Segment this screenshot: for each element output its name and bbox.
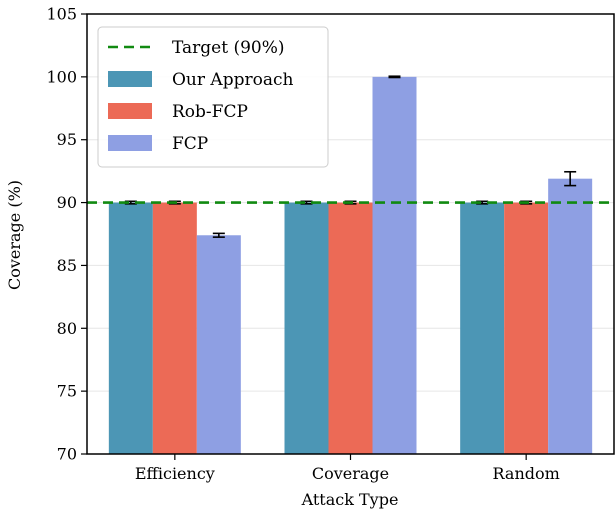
legend-label: Target (90%): [172, 38, 285, 58]
x-tick-label: Coverage: [312, 464, 389, 483]
y-tick-label: 70: [57, 445, 77, 464]
bar: [196, 235, 241, 454]
bar: [284, 202, 329, 454]
y-tick-label: 105: [46, 5, 77, 24]
y-tick-label: 100: [46, 67, 77, 86]
bar: [460, 202, 505, 454]
x-tick-label: Random: [493, 464, 560, 483]
y-tick-label: 85: [57, 256, 77, 275]
x-axis-label: Attack Type: [301, 490, 399, 509]
y-axis-label: Coverage (%): [5, 180, 24, 290]
legend-label: Our Approach: [172, 70, 293, 90]
bar: [372, 76, 417, 454]
y-tick-label: 90: [57, 193, 77, 212]
bar: [108, 202, 153, 454]
legend-label: FCP: [172, 134, 208, 154]
y-tick-label: 95: [57, 130, 77, 149]
x-tick-label: Efficiency: [135, 464, 215, 483]
legend: Target (90%) Our Approach Rob-FCP FCP: [97, 26, 329, 168]
bar: [152, 202, 197, 454]
legend-label: Rob-FCP: [172, 102, 248, 122]
legend-swatch: [108, 103, 152, 119]
bar: [328, 202, 373, 454]
legend-box: [97, 26, 329, 168]
bar: [548, 178, 593, 454]
bar: [504, 202, 549, 454]
y-tick-label: 80: [57, 319, 77, 338]
bars: [108, 76, 593, 454]
legend-swatch: [108, 71, 152, 87]
y-tick-label: 75: [57, 382, 77, 401]
legend-swatch: [108, 135, 152, 151]
x-ticks: Efficiency Coverage Random: [135, 454, 560, 483]
y-ticks: 70 75 80 85 90 95 100 105: [46, 5, 87, 464]
